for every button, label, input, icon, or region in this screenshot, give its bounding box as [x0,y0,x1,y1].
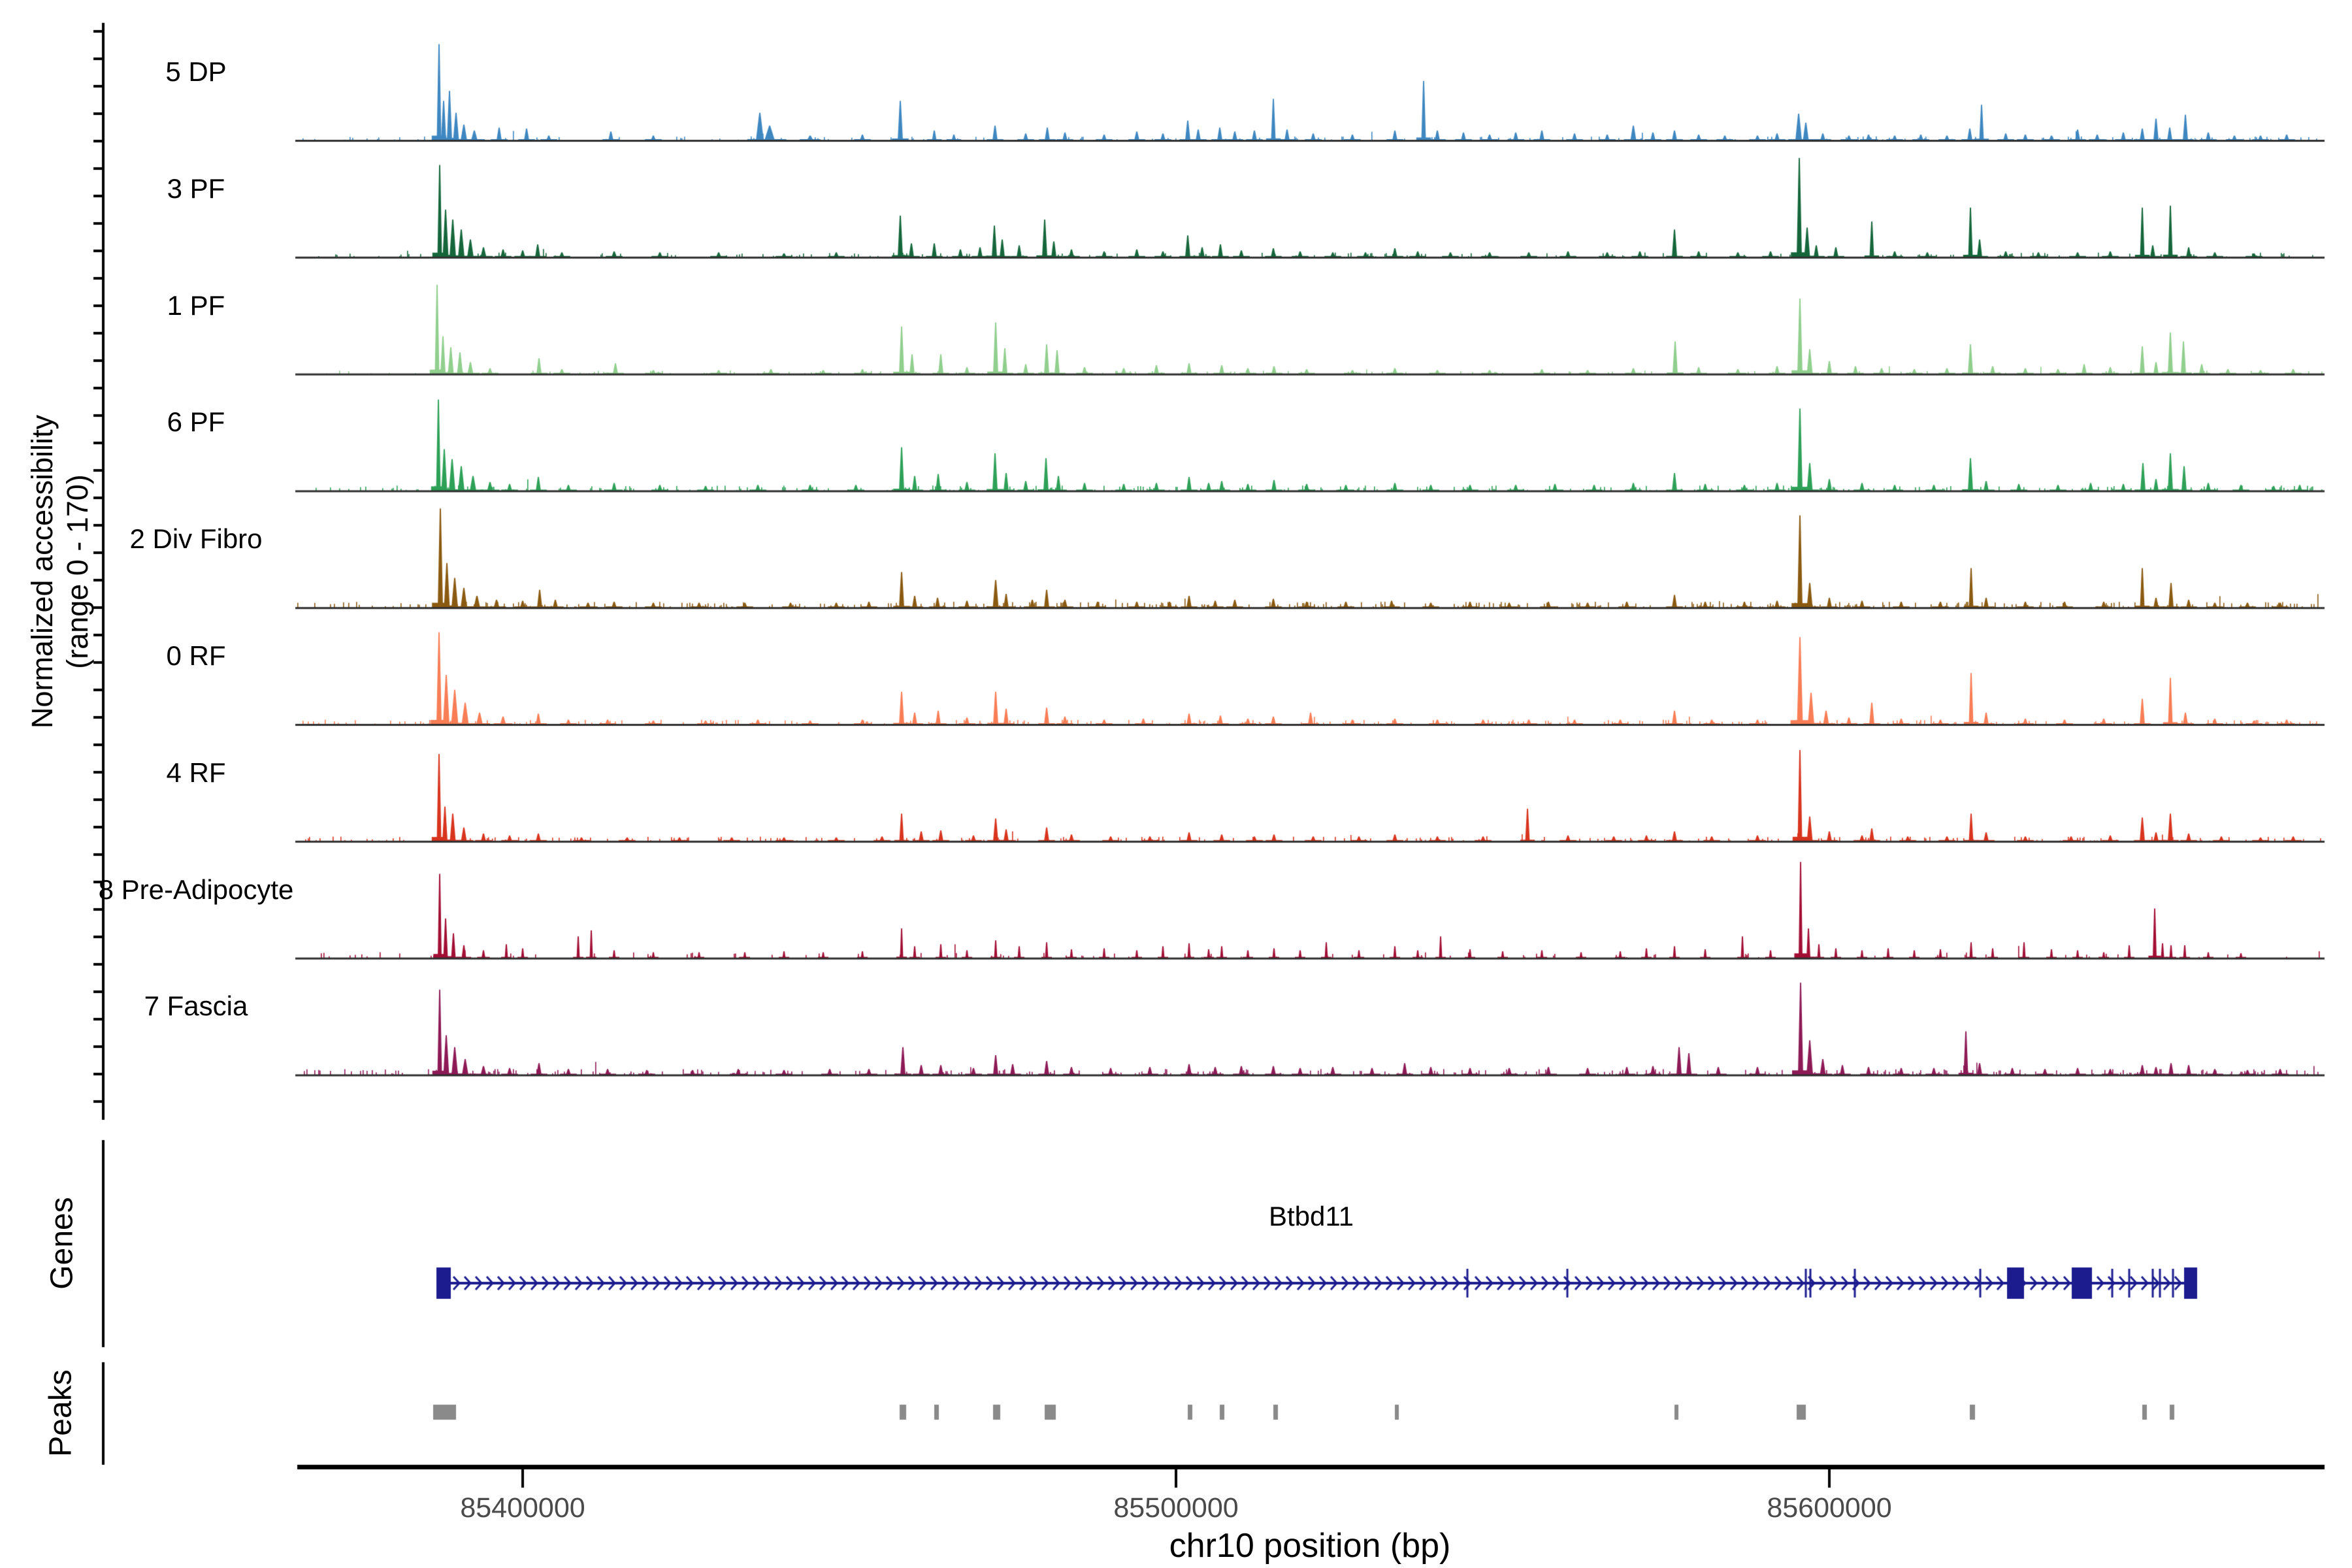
track-label-5dp: 5 DP [165,56,227,87]
track-label-4rf: 4 RF [166,757,226,788]
y-axis-label: Normalized accessibility (range 0 - 170) [25,415,95,728]
peaks-section-label: Peaks [43,1369,78,1457]
x-tick-label-85500000: 85500000 [1113,1492,1239,1524]
track-label-1pf: 1 PF [167,290,225,321]
x-axis-title: chr10 position (bp) [1169,1527,1451,1565]
track-label-0rf: 0 RF [166,640,226,671]
x-tick-label-85600000: 85600000 [1767,1492,1892,1524]
track-label-6pf: 6 PF [167,406,225,437]
genes-section-label: Genes [44,1197,80,1290]
track-label-3pf: 3 PF [167,173,225,204]
y-axis-label-line1: Normalized accessibility [25,414,59,729]
track-label-preadipocyte: 8 Pre-Adipocyte [98,874,294,905]
track-label-2divfibro: 2 Div Fibro [129,523,263,554]
x-tick-label-85400000: 85400000 [460,1492,585,1524]
y-axis-label-line2: (range 0 - 170) [61,474,94,669]
gene-name-label: Btbd11 [1269,1201,1354,1232]
track-label-fascia: 7 Fascia [144,990,248,1021]
